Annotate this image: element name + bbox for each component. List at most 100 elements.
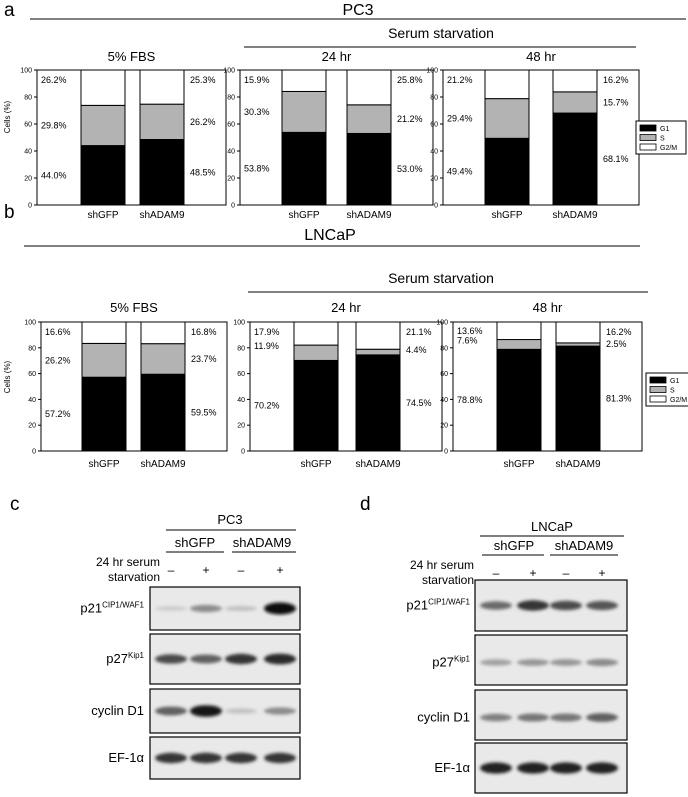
bar-segment-g1-shgfp — [484, 137, 530, 206]
blot-label: cyclin D1 — [417, 710, 470, 725]
category-label: shADAM9 — [552, 210, 597, 221]
bar-segment-g2m-shgfp — [81, 321, 127, 344]
category-label: shGFP — [503, 459, 534, 470]
lane-sign: – — [493, 566, 500, 580]
blot-label: EF-1α — [434, 760, 470, 775]
bar-segment-g2m-shgfp — [293, 321, 339, 346]
data-label-g1-shadam9: 74.5% — [406, 398, 432, 408]
category-label: shGFP — [87, 210, 118, 221]
protein-band — [517, 713, 549, 722]
y-tick-label: 40 — [28, 397, 36, 404]
panel-a-starvation-label: Serum starvation — [388, 25, 494, 41]
bar-segment-g2m-shadam9 — [346, 69, 392, 106]
data-label-g1-shadam9: 53.0% — [397, 164, 423, 174]
data-label-g1-shadam9: 59.5% — [191, 408, 217, 418]
bar-segment-g1-shadam9 — [555, 345, 601, 452]
y-tick-label: 40 — [24, 149, 32, 156]
blot-label-name: p27 — [432, 655, 454, 670]
blot-p21: p21CIP1/WAF1 — [406, 579, 628, 632]
data-label-g2m-shadam9: 16.8% — [191, 327, 217, 337]
blot-label-name: cyclin D1 — [91, 703, 144, 718]
lane-sign: + — [276, 563, 283, 577]
panel-b-title: LNCaP — [304, 227, 356, 244]
data-label-g1-shgfp: 53.8% — [244, 164, 270, 174]
blot-p27: p27Kip1 — [432, 634, 628, 686]
blot-label-name: EF-1α — [108, 750, 144, 765]
data-label-g2m-shadam9: 21.1% — [406, 327, 432, 337]
bar-segment-g2m-shadam9 — [552, 69, 598, 93]
protein-band — [480, 713, 512, 722]
category-label: shADAM9 — [346, 210, 391, 221]
blot-label-superscript: Kip1 — [454, 655, 471, 664]
chart-a-1: 5% FBS 0 20 40 60 80 100 shGFP shADAM9 44.0% 48.5%… — [20, 49, 227, 221]
y-tick-label: 60 — [440, 371, 448, 378]
legend-swatch-g2m — [639, 143, 657, 151]
data-label-g2m-shadam9: 16.2% — [606, 327, 632, 337]
blot-p27: p27Kip1 — [106, 633, 301, 685]
y-tick-label: 20 — [28, 423, 36, 430]
bar-segment-g1-shgfp — [81, 376, 127, 452]
bar-segment-s-shadam9 — [139, 103, 185, 141]
category-label: shGFP — [491, 210, 522, 221]
panel-d-treatment-line2: starvation — [422, 573, 474, 587]
bar-segment-g1-shgfp — [80, 145, 126, 206]
category-label: shADAM9 — [355, 459, 400, 470]
blot-label-name: p21 — [406, 598, 428, 613]
panel-d-blots: p21CIP1/WAF1 p27Kip1 cyclin D1 EF-1α — [406, 579, 628, 794]
category-label: shADAM9 — [140, 459, 185, 470]
y-tick-label: 0 — [32, 449, 36, 456]
y-tick-label: 100 — [20, 68, 32, 75]
y-tick-label: 60 — [28, 371, 36, 378]
blot-label: cyclin D1 — [91, 703, 144, 718]
y-tick-label: 0 — [241, 449, 245, 456]
blot-label-superscript: CIP1/WAF1 — [102, 601, 144, 610]
plot-frame — [40, 321, 228, 452]
data-label-g2m-shgfp: 16.6% — [45, 327, 71, 337]
bar-segment-s-shadam9 — [552, 91, 598, 114]
protein-band — [550, 600, 582, 611]
protein-band — [517, 762, 549, 774]
legend-swatch-s — [639, 134, 657, 141]
chart-title: 5% FBS — [110, 300, 158, 315]
lane-sign: – — [238, 563, 245, 577]
protein-band — [190, 752, 222, 764]
plot-frame — [249, 321, 443, 452]
y-tick-label: 80 — [237, 345, 245, 352]
panel-c-treatment-line2: starvation — [108, 570, 160, 584]
blot-label-name: p27 — [106, 651, 128, 666]
protein-band — [550, 762, 582, 774]
protein-band — [586, 658, 618, 667]
plot-frame — [452, 321, 643, 452]
lane-sign: – — [168, 563, 175, 577]
blot-label: p27Kip1 — [106, 651, 144, 666]
blot-label-name: EF-1α — [434, 760, 470, 775]
y-tick-label: 20 — [24, 176, 32, 183]
lane-sign: + — [529, 566, 536, 580]
data-label-g2m-shgfp: 17.9% — [254, 327, 280, 337]
data-label-s-shadam9: 15.7% — [603, 97, 629, 107]
chart-title: 48 hr — [526, 49, 556, 64]
panel-a-title: PC3 — [342, 2, 373, 19]
data-label-s-shgfp: 30.3% — [244, 107, 270, 117]
data-label-s-shadam9: 2.5% — [606, 339, 627, 349]
y-tick-label: 60 — [227, 122, 235, 129]
data-label-g1-shgfp: 70.2% — [254, 401, 280, 411]
lane-sign: + — [598, 566, 605, 580]
bar-segment-g2m-shgfp — [281, 69, 327, 92]
bar-segment-s-shadam9 — [140, 343, 186, 375]
legend-panel-a: G1 S G2/M — [635, 120, 687, 155]
protein-band — [225, 708, 257, 714]
legend-swatch-g2m — [649, 395, 667, 403]
panel-c-group-shadam9: shADAM9 — [233, 535, 292, 550]
y-tick-label: 20 — [430, 176, 438, 183]
protein-band — [586, 600, 618, 611]
chart-b-1: 5% FBS 0 20 40 60 80 100 shGFP shADAM9 57.2% 59.5%… — [24, 300, 228, 470]
bar-segment-s-shgfp — [81, 342, 127, 378]
blot-label: EF-1α — [108, 750, 144, 765]
legend-label: G2/M — [660, 145, 677, 152]
protein-band — [190, 705, 222, 717]
panel-c-cell-line: PC3 — [217, 512, 242, 527]
bar-segment-g1-shadam9 — [139, 139, 185, 206]
plot-frame — [239, 69, 434, 206]
data-label-g2m-shadam9: 25.3% — [190, 75, 216, 85]
